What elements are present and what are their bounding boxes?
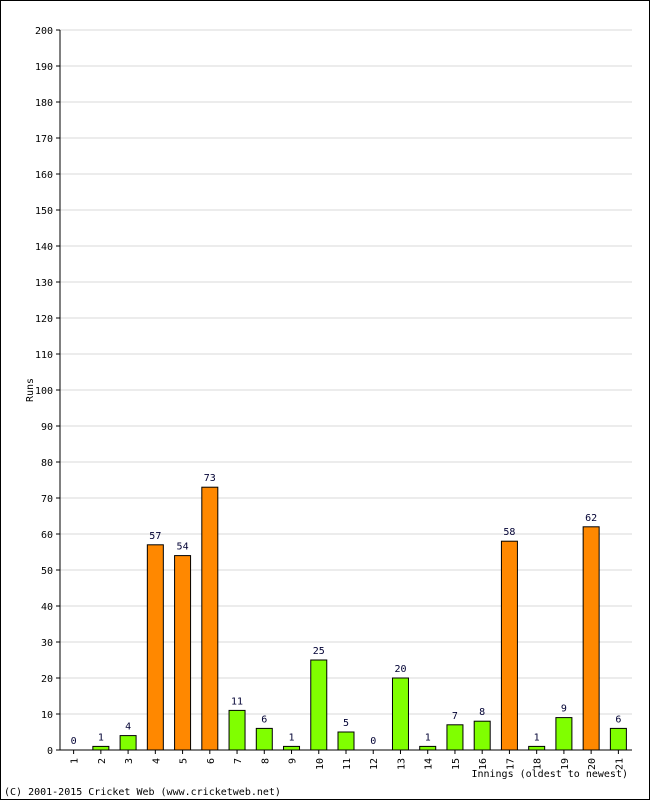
x-tick-label: 4 <box>151 758 162 764</box>
y-axis-ticks: 0 10 20 30 40 50 60 70 80 90 100 110 120 130 140 150 160… <box>35 26 60 757</box>
y-tick-label: 170 <box>35 134 53 145</box>
y-tick-label: 40 <box>41 602 53 613</box>
x-tick-label: 16 <box>478 758 489 770</box>
x-tick-label: 3 <box>124 758 135 764</box>
data-label: 54 <box>177 542 189 553</box>
bar <box>283 745 301 751</box>
x-tick-label: 7 <box>233 758 244 764</box>
x-tick-label: 1 <box>70 758 81 764</box>
bar <box>228 709 246 751</box>
bar <box>255 727 273 751</box>
bar <box>528 745 546 751</box>
y-tick-label: 0 <box>47 746 53 757</box>
bar <box>201 486 219 751</box>
gridlines <box>60 29 632 715</box>
y-tick-label: 150 <box>35 206 53 217</box>
data-label: 9 <box>561 704 567 715</box>
bar <box>337 731 355 751</box>
data-label: 4 <box>125 722 131 733</box>
x-tick-label: 18 <box>533 758 544 770</box>
x-axis-ticks: 1 2 3 4 5 6 7 8 9 10 11 12 13 14 15 16 17 18 19 20 21 <box>70 750 625 770</box>
data-label: 58 <box>503 527 515 538</box>
x-tick-label: 2 <box>97 758 108 764</box>
x-tick-label: 10 <box>315 758 326 770</box>
x-axis-label: Innings (oldest to newest) <box>471 769 628 780</box>
x-tick-label: 8 <box>260 758 271 764</box>
data-label: 0 <box>71 736 77 747</box>
x-tick-label: 9 <box>288 758 299 764</box>
y-tick-label: 90 <box>41 422 53 433</box>
y-tick-label: 200 <box>35 26 53 37</box>
bars <box>92 486 627 751</box>
y-tick-label: 60 <box>41 530 53 541</box>
x-tick-label: 12 <box>369 758 380 770</box>
data-label: 7 <box>452 711 458 722</box>
data-label: 62 <box>585 513 597 524</box>
y-tick-label: 50 <box>41 566 53 577</box>
data-labels: 0 1 4 57 54 73 11 6 1 25 5 0 20 1 7 8 58 1 9 62 6 <box>71 473 622 747</box>
bar <box>92 745 110 751</box>
x-tick-label: 21 <box>614 758 625 770</box>
x-tick-label: 19 <box>560 758 571 770</box>
y-tick-label: 30 <box>41 638 53 649</box>
bar <box>500 540 518 751</box>
y-tick-label: 180 <box>35 98 53 109</box>
x-tick-label: 13 <box>396 758 407 770</box>
copyright-footer: (C) 2001-2015 Cricket Web (www.cricketwe… <box>4 787 281 798</box>
bar <box>582 526 600 751</box>
y-tick-label: 130 <box>35 278 53 289</box>
data-label: 11 <box>231 696 243 707</box>
y-tick-label: 20 <box>41 674 53 685</box>
y-tick-label: 100 <box>35 386 53 397</box>
x-tick-label: 6 <box>206 758 217 764</box>
x-tick-label: 5 <box>179 758 190 764</box>
data-label: 57 <box>149 531 161 542</box>
y-tick-label: 70 <box>41 494 53 505</box>
y-tick-label: 140 <box>35 242 53 253</box>
data-label: 20 <box>394 664 406 675</box>
x-tick-label: 17 <box>505 758 516 770</box>
data-label: 6 <box>261 714 267 725</box>
bar <box>146 544 164 751</box>
data-label: 1 <box>289 732 295 743</box>
data-label: 0 <box>370 736 376 747</box>
y-tick-label: 190 <box>35 62 53 73</box>
bar <box>419 745 437 751</box>
x-tick-label: 20 <box>587 758 598 770</box>
data-label: 5 <box>343 718 349 729</box>
x-tick-label: 15 <box>451 758 462 770</box>
y-tick-label: 160 <box>35 170 53 181</box>
bar <box>446 724 464 751</box>
x-tick-label: 14 <box>424 758 435 770</box>
y-axis-label: Runs <box>25 378 36 402</box>
data-label: 6 <box>615 714 621 725</box>
x-tick-label: 11 <box>342 758 353 770</box>
y-tick-label: 80 <box>41 458 53 469</box>
bar <box>609 727 627 751</box>
y-tick-label: 10 <box>41 710 53 721</box>
bar <box>555 717 573 751</box>
data-label: 1 <box>425 732 431 743</box>
data-label: 25 <box>313 646 325 657</box>
bar <box>473 720 491 751</box>
bar <box>391 677 409 751</box>
data-label: 1 <box>534 732 540 743</box>
bar <box>310 659 328 751</box>
data-label: 8 <box>479 707 485 718</box>
data-label: 73 <box>204 473 216 484</box>
bar <box>174 555 192 751</box>
data-label: 1 <box>98 732 104 743</box>
y-tick-label: 110 <box>35 350 53 361</box>
y-tick-label: 120 <box>35 314 53 325</box>
bar <box>119 735 137 751</box>
